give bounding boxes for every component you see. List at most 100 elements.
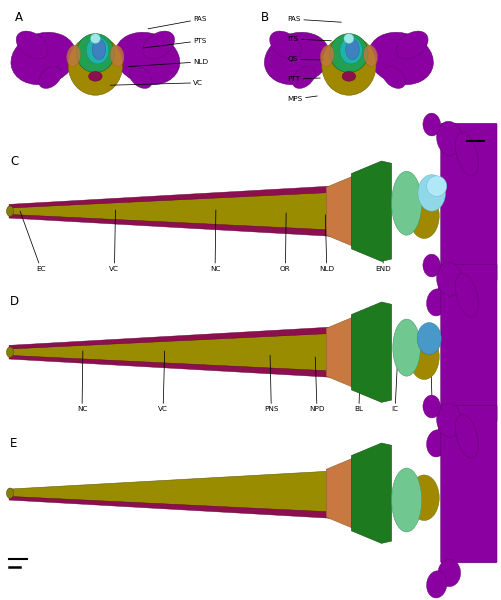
Text: ITS: ITS (287, 36, 331, 42)
Ellipse shape (345, 39, 359, 59)
Ellipse shape (129, 67, 152, 88)
Ellipse shape (67, 45, 81, 67)
Text: QS: QS (287, 56, 323, 62)
Ellipse shape (86, 37, 109, 64)
Text: MPS: MPS (424, 359, 439, 412)
Ellipse shape (321, 36, 375, 95)
Text: NPD: NPD (309, 357, 324, 412)
Ellipse shape (426, 430, 446, 457)
Polygon shape (9, 355, 331, 377)
Text: PAS: PAS (287, 16, 341, 22)
Ellipse shape (391, 468, 421, 532)
Ellipse shape (454, 133, 477, 176)
Ellipse shape (363, 45, 377, 67)
FancyBboxPatch shape (440, 265, 496, 422)
Text: D: D (10, 295, 19, 308)
Text: BL: BL (354, 359, 363, 412)
Polygon shape (351, 443, 391, 544)
Ellipse shape (422, 395, 440, 418)
Ellipse shape (76, 34, 114, 73)
Ellipse shape (408, 475, 438, 521)
Text: MPS: MPS (287, 96, 317, 102)
Text: NC: NC (77, 351, 87, 412)
Text: C: C (10, 155, 18, 168)
Ellipse shape (89, 71, 102, 81)
Ellipse shape (329, 34, 367, 73)
FancyBboxPatch shape (440, 406, 496, 563)
Text: VC: VC (109, 210, 119, 272)
Ellipse shape (391, 171, 421, 235)
Polygon shape (9, 327, 331, 349)
Text: EAM: EAM (470, 354, 492, 412)
Ellipse shape (416, 323, 440, 355)
Ellipse shape (269, 31, 301, 59)
Ellipse shape (11, 32, 76, 85)
Ellipse shape (292, 67, 315, 88)
Ellipse shape (68, 36, 122, 95)
Text: PTS: PTS (143, 38, 206, 48)
Ellipse shape (92, 39, 106, 59)
Polygon shape (351, 302, 391, 403)
Polygon shape (9, 470, 343, 516)
Polygon shape (9, 496, 331, 518)
Polygon shape (9, 329, 343, 375)
Ellipse shape (142, 31, 174, 59)
Text: B: B (261, 11, 269, 24)
Text: NLD: NLD (128, 59, 208, 67)
Ellipse shape (426, 176, 446, 196)
Ellipse shape (382, 67, 405, 88)
Polygon shape (326, 316, 356, 389)
Ellipse shape (320, 45, 334, 67)
Ellipse shape (16, 31, 48, 59)
Polygon shape (326, 457, 356, 530)
Polygon shape (9, 186, 331, 208)
Ellipse shape (7, 488, 14, 499)
Ellipse shape (437, 418, 460, 446)
Ellipse shape (7, 206, 14, 217)
Ellipse shape (39, 67, 62, 88)
Ellipse shape (343, 34, 353, 43)
Ellipse shape (426, 571, 446, 598)
Text: NLD: NLD (319, 215, 334, 272)
Polygon shape (326, 175, 356, 248)
Ellipse shape (90, 34, 100, 43)
Polygon shape (9, 214, 331, 236)
Ellipse shape (392, 319, 420, 376)
Text: VC: VC (158, 351, 168, 412)
Ellipse shape (454, 415, 477, 458)
Ellipse shape (115, 32, 179, 85)
Ellipse shape (264, 32, 329, 85)
Text: E: E (10, 437, 18, 450)
Text: EC: EC (20, 211, 46, 272)
Text: PTT: PTT (287, 76, 320, 82)
Ellipse shape (436, 121, 461, 155)
Text: PNS: PNS (264, 355, 278, 412)
Ellipse shape (426, 289, 446, 316)
Polygon shape (351, 161, 391, 262)
Polygon shape (9, 188, 343, 234)
Ellipse shape (408, 193, 438, 239)
Text: IC: IC (391, 359, 398, 412)
Ellipse shape (110, 45, 124, 67)
Text: NC: NC (209, 210, 220, 272)
Ellipse shape (368, 32, 432, 85)
Ellipse shape (422, 254, 440, 277)
Ellipse shape (436, 403, 461, 437)
Ellipse shape (395, 31, 427, 59)
Text: OR: OR (280, 213, 290, 272)
Ellipse shape (417, 175, 445, 211)
FancyBboxPatch shape (440, 124, 496, 281)
Text: VC: VC (110, 80, 203, 86)
Ellipse shape (437, 277, 460, 305)
Ellipse shape (408, 334, 438, 380)
Ellipse shape (339, 37, 362, 64)
Ellipse shape (342, 71, 355, 81)
Text: END: END (375, 213, 390, 272)
Text: PAS: PAS (148, 16, 206, 29)
Ellipse shape (422, 113, 440, 136)
Ellipse shape (436, 262, 461, 296)
Text: PAS: PAS (435, 204, 448, 272)
Ellipse shape (437, 559, 460, 587)
Ellipse shape (454, 274, 477, 317)
Ellipse shape (7, 347, 14, 358)
